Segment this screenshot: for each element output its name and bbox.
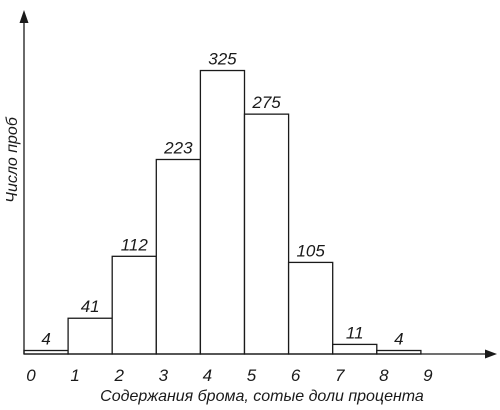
bar-value-label: 325 [208, 50, 237, 69]
x-tick-label: 3 [159, 366, 169, 385]
bar-value-label: 223 [163, 138, 193, 157]
y-axis-title: Число проб [4, 116, 21, 203]
bar-value-label: 11 [346, 323, 364, 342]
bar-value-label: 4 [41, 330, 50, 349]
x-tick-label: 4 [203, 366, 212, 385]
x-tick-label: 1 [70, 366, 79, 385]
x-axis-title: Содержания брома, сотые доли процента [100, 388, 424, 405]
bar-value-label: 112 [121, 235, 149, 254]
bar-value-label: 41 [81, 297, 100, 316]
x-tick-label: 2 [113, 366, 124, 385]
x-tick-label: 6 [291, 366, 301, 385]
y-axis-arrow-icon [19, 10, 29, 23]
x-tick-labels: 0 1 2 3 4 5 6 7 8 9 [26, 366, 433, 385]
x-tick-label: 0 [26, 366, 36, 385]
bar-value-labels: 4 41 112 223 325 275 105 11 4 [41, 50, 403, 349]
x-tick-label: 9 [423, 366, 433, 385]
bar-bin-4-5 [199, 69, 246, 355]
bar-bin-1-2 [67, 317, 113, 355]
histogram-bars [23, 69, 422, 355]
bar-bin-7-8 [332, 343, 378, 355]
x-tick-label: 7 [335, 366, 345, 385]
bar-bin-3-4 [155, 158, 202, 355]
bar-value-label: 105 [296, 241, 325, 260]
x-tick-label: 8 [379, 366, 389, 385]
bar-bin-2-3 [111, 255, 157, 355]
bar-value-label: 4 [394, 330, 403, 349]
bar-bin-5-6 [243, 113, 290, 355]
x-axis-arrow-icon [485, 349, 497, 359]
bar-bin-6-7 [287, 261, 334, 355]
bar-value-label: 275 [251, 93, 281, 112]
x-tick-label: 5 [247, 366, 257, 385]
